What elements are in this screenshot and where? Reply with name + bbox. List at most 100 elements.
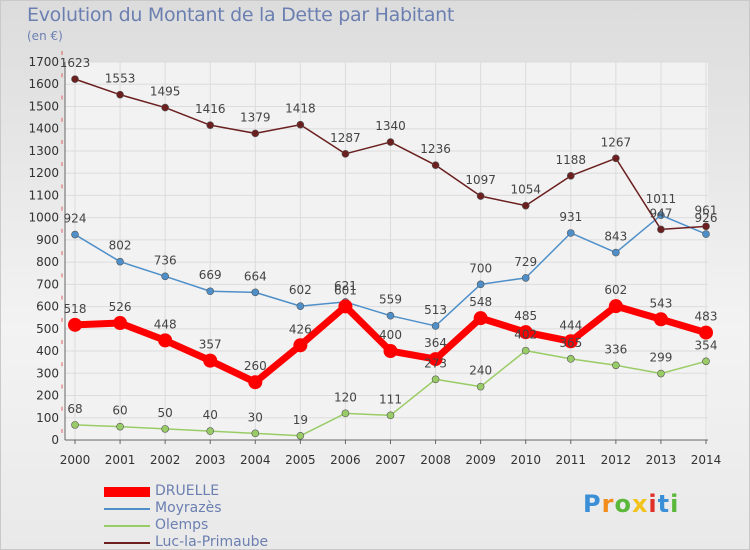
data-label: 120 — [334, 390, 357, 404]
data-label: 400 — [379, 328, 402, 342]
logo-letter: r — [601, 490, 615, 518]
data-point — [161, 425, 169, 433]
data-label: 1097 — [465, 173, 496, 187]
data-label: 299 — [649, 351, 672, 365]
data-label: 68 — [67, 402, 82, 416]
x-tick-label: 2010 — [510, 453, 541, 467]
x-tick-label: 2009 — [465, 453, 496, 467]
data-label: 1553 — [105, 72, 136, 86]
data-label: 729 — [514, 255, 537, 269]
data-label: 483 — [695, 310, 718, 324]
data-point — [428, 352, 443, 367]
data-label: 518 — [64, 302, 87, 316]
legend-label: Moyrazès — [155, 500, 222, 516]
data-point — [657, 369, 665, 378]
data-point — [113, 316, 128, 331]
y-tick-label: 300 — [36, 366, 59, 380]
data-label: 1495 — [150, 85, 181, 99]
y-tick-label: 1500 — [28, 99, 59, 113]
data-label: 621 — [334, 279, 357, 293]
data-point — [296, 302, 305, 310]
data-label: 526 — [109, 300, 132, 314]
y-tick-label: 1300 — [28, 144, 59, 158]
x-tick-label: 2011 — [556, 453, 587, 467]
x-tick-label: 2007 — [375, 453, 406, 467]
chart-title: Evolution du Montant de la Dette par Hab… — [27, 4, 455, 26]
data-point — [608, 299, 623, 314]
x-tick-label: 2006 — [330, 453, 361, 467]
data-label: 1011 — [646, 192, 677, 206]
logo-letter: i — [648, 490, 658, 518]
logo-letter: i — [670, 490, 680, 518]
data-point — [71, 75, 79, 83]
data-point — [158, 333, 173, 348]
legend-label: DRUELLE — [155, 483, 220, 499]
data-point — [206, 121, 215, 129]
y-tick-label: 800 — [36, 255, 59, 269]
data-label: 448 — [154, 317, 177, 331]
data-point — [476, 192, 485, 200]
data-label: 602 — [289, 283, 312, 297]
data-label: 111 — [379, 392, 402, 406]
data-label: 1236 — [420, 142, 451, 156]
data-label: 736 — [154, 253, 177, 267]
proxiti-logo: Proxiti — [583, 490, 679, 518]
data-point — [566, 355, 575, 363]
data-point — [338, 299, 353, 314]
data-point — [612, 154, 620, 163]
x-tick-label: 2005 — [285, 453, 316, 467]
data-label: 1340 — [375, 119, 406, 133]
data-point — [473, 311, 488, 326]
data-point — [612, 361, 620, 370]
data-point — [386, 311, 395, 320]
data-point — [71, 230, 79, 239]
legend-label: Luc-la-Primaube — [155, 534, 269, 550]
data-label: 843 — [604, 230, 627, 244]
data-label: 444 — [559, 318, 582, 332]
data-point — [161, 272, 169, 281]
data-point — [248, 375, 263, 390]
data-label: 260 — [244, 359, 267, 373]
data-point — [476, 280, 485, 289]
data-label: 1416 — [195, 102, 226, 116]
data-point — [702, 230, 710, 238]
data-point — [657, 211, 665, 220]
data-point — [702, 357, 710, 366]
data-label: 40 — [203, 408, 218, 422]
data-label: 1188 — [556, 153, 587, 167]
data-point — [251, 129, 260, 138]
data-label: 240 — [469, 364, 492, 378]
data-point — [383, 344, 398, 359]
x-tick-label: 2001 — [105, 453, 136, 467]
logo-letter: o — [614, 490, 632, 518]
logo-letter: t — [657, 490, 671, 518]
data-label: 1054 — [510, 183, 541, 197]
data-label: 700 — [469, 261, 492, 275]
data-label: 1287 — [330, 131, 361, 145]
data-point — [203, 353, 218, 368]
logo-letter: x — [631, 490, 649, 518]
data-point — [386, 138, 395, 146]
y-tick-label: 400 — [36, 344, 59, 358]
data-label: 402 — [514, 328, 537, 342]
data-label: 336 — [604, 342, 627, 356]
data-label: 1267 — [601, 135, 632, 149]
legend-swatch — [104, 508, 150, 510]
data-label: 60 — [112, 404, 127, 418]
data-point — [699, 325, 713, 340]
y-tick-label: 100 — [36, 411, 59, 425]
data-point — [341, 150, 350, 158]
data-label: 354 — [695, 338, 718, 352]
data-point — [518, 325, 533, 340]
data-point — [431, 322, 440, 330]
data-point — [251, 429, 260, 438]
x-tick-label: 2013 — [646, 453, 677, 467]
data-point — [566, 172, 575, 180]
data-point — [341, 409, 350, 418]
data-label: 601 — [334, 283, 357, 297]
data-point — [476, 382, 485, 391]
data-label: 802 — [109, 239, 132, 253]
data-label: 364 — [424, 336, 447, 350]
y-tick-label: 900 — [36, 233, 59, 247]
y-tick-label: 600 — [36, 300, 59, 314]
